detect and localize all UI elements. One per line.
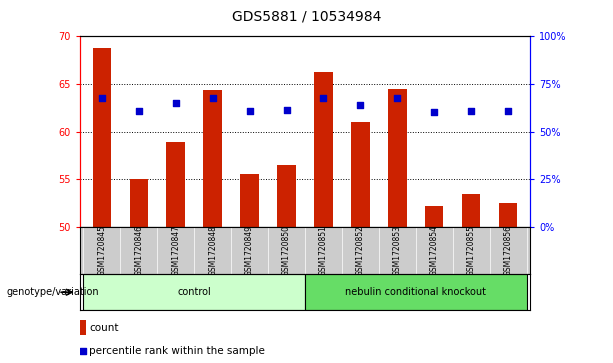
Bar (314, 72, 333, 227)
Point (319, 95, 329, 101)
Bar (277, 165, 295, 227)
Bar (93, 48, 111, 227)
Bar (425, 206, 443, 227)
Point (97, 95, 107, 101)
Point (171, 100, 181, 106)
Bar (167, 142, 185, 227)
Text: count: count (89, 323, 119, 333)
Text: GSM1720848: GSM1720848 (208, 225, 217, 276)
Point (208, 95, 218, 101)
Bar (204, 90, 222, 227)
Text: GSM1720854: GSM1720854 (430, 225, 439, 276)
Text: GSM1720855: GSM1720855 (466, 225, 476, 276)
Point (245, 108, 254, 114)
Bar (83, 274, 305, 310)
Point (356, 102, 365, 108)
Text: GSM1720849: GSM1720849 (245, 225, 254, 276)
Point (78, 348, 88, 354)
Text: GSM1720851: GSM1720851 (319, 225, 328, 276)
Point (392, 95, 402, 101)
Bar (80, 320, 86, 335)
Point (466, 108, 476, 114)
Point (503, 108, 513, 114)
Text: GSM1720845: GSM1720845 (97, 225, 106, 276)
Point (429, 109, 439, 114)
Bar (351, 122, 370, 227)
Point (281, 107, 291, 113)
Text: GSM1720846: GSM1720846 (134, 225, 143, 276)
Text: genotype/variation: genotype/variation (6, 287, 99, 297)
Bar (388, 89, 406, 227)
Bar (462, 193, 481, 227)
Text: GSM1720853: GSM1720853 (393, 225, 402, 276)
Text: control: control (177, 287, 211, 297)
Bar (305, 274, 527, 310)
Text: GSM1720847: GSM1720847 (171, 225, 180, 276)
Text: GSM1720852: GSM1720852 (356, 225, 365, 276)
Text: percentile rank within the sample: percentile rank within the sample (89, 346, 265, 356)
Text: nebulin conditional knockout: nebulin conditional knockout (345, 287, 486, 297)
Point (134, 108, 143, 114)
Text: GSM1720856: GSM1720856 (504, 225, 512, 276)
Bar (129, 179, 148, 227)
Text: GSM1720850: GSM1720850 (282, 225, 291, 276)
Bar (240, 175, 259, 227)
Text: GDS5881 / 10534984: GDS5881 / 10534984 (232, 9, 381, 23)
Bar (499, 203, 517, 227)
